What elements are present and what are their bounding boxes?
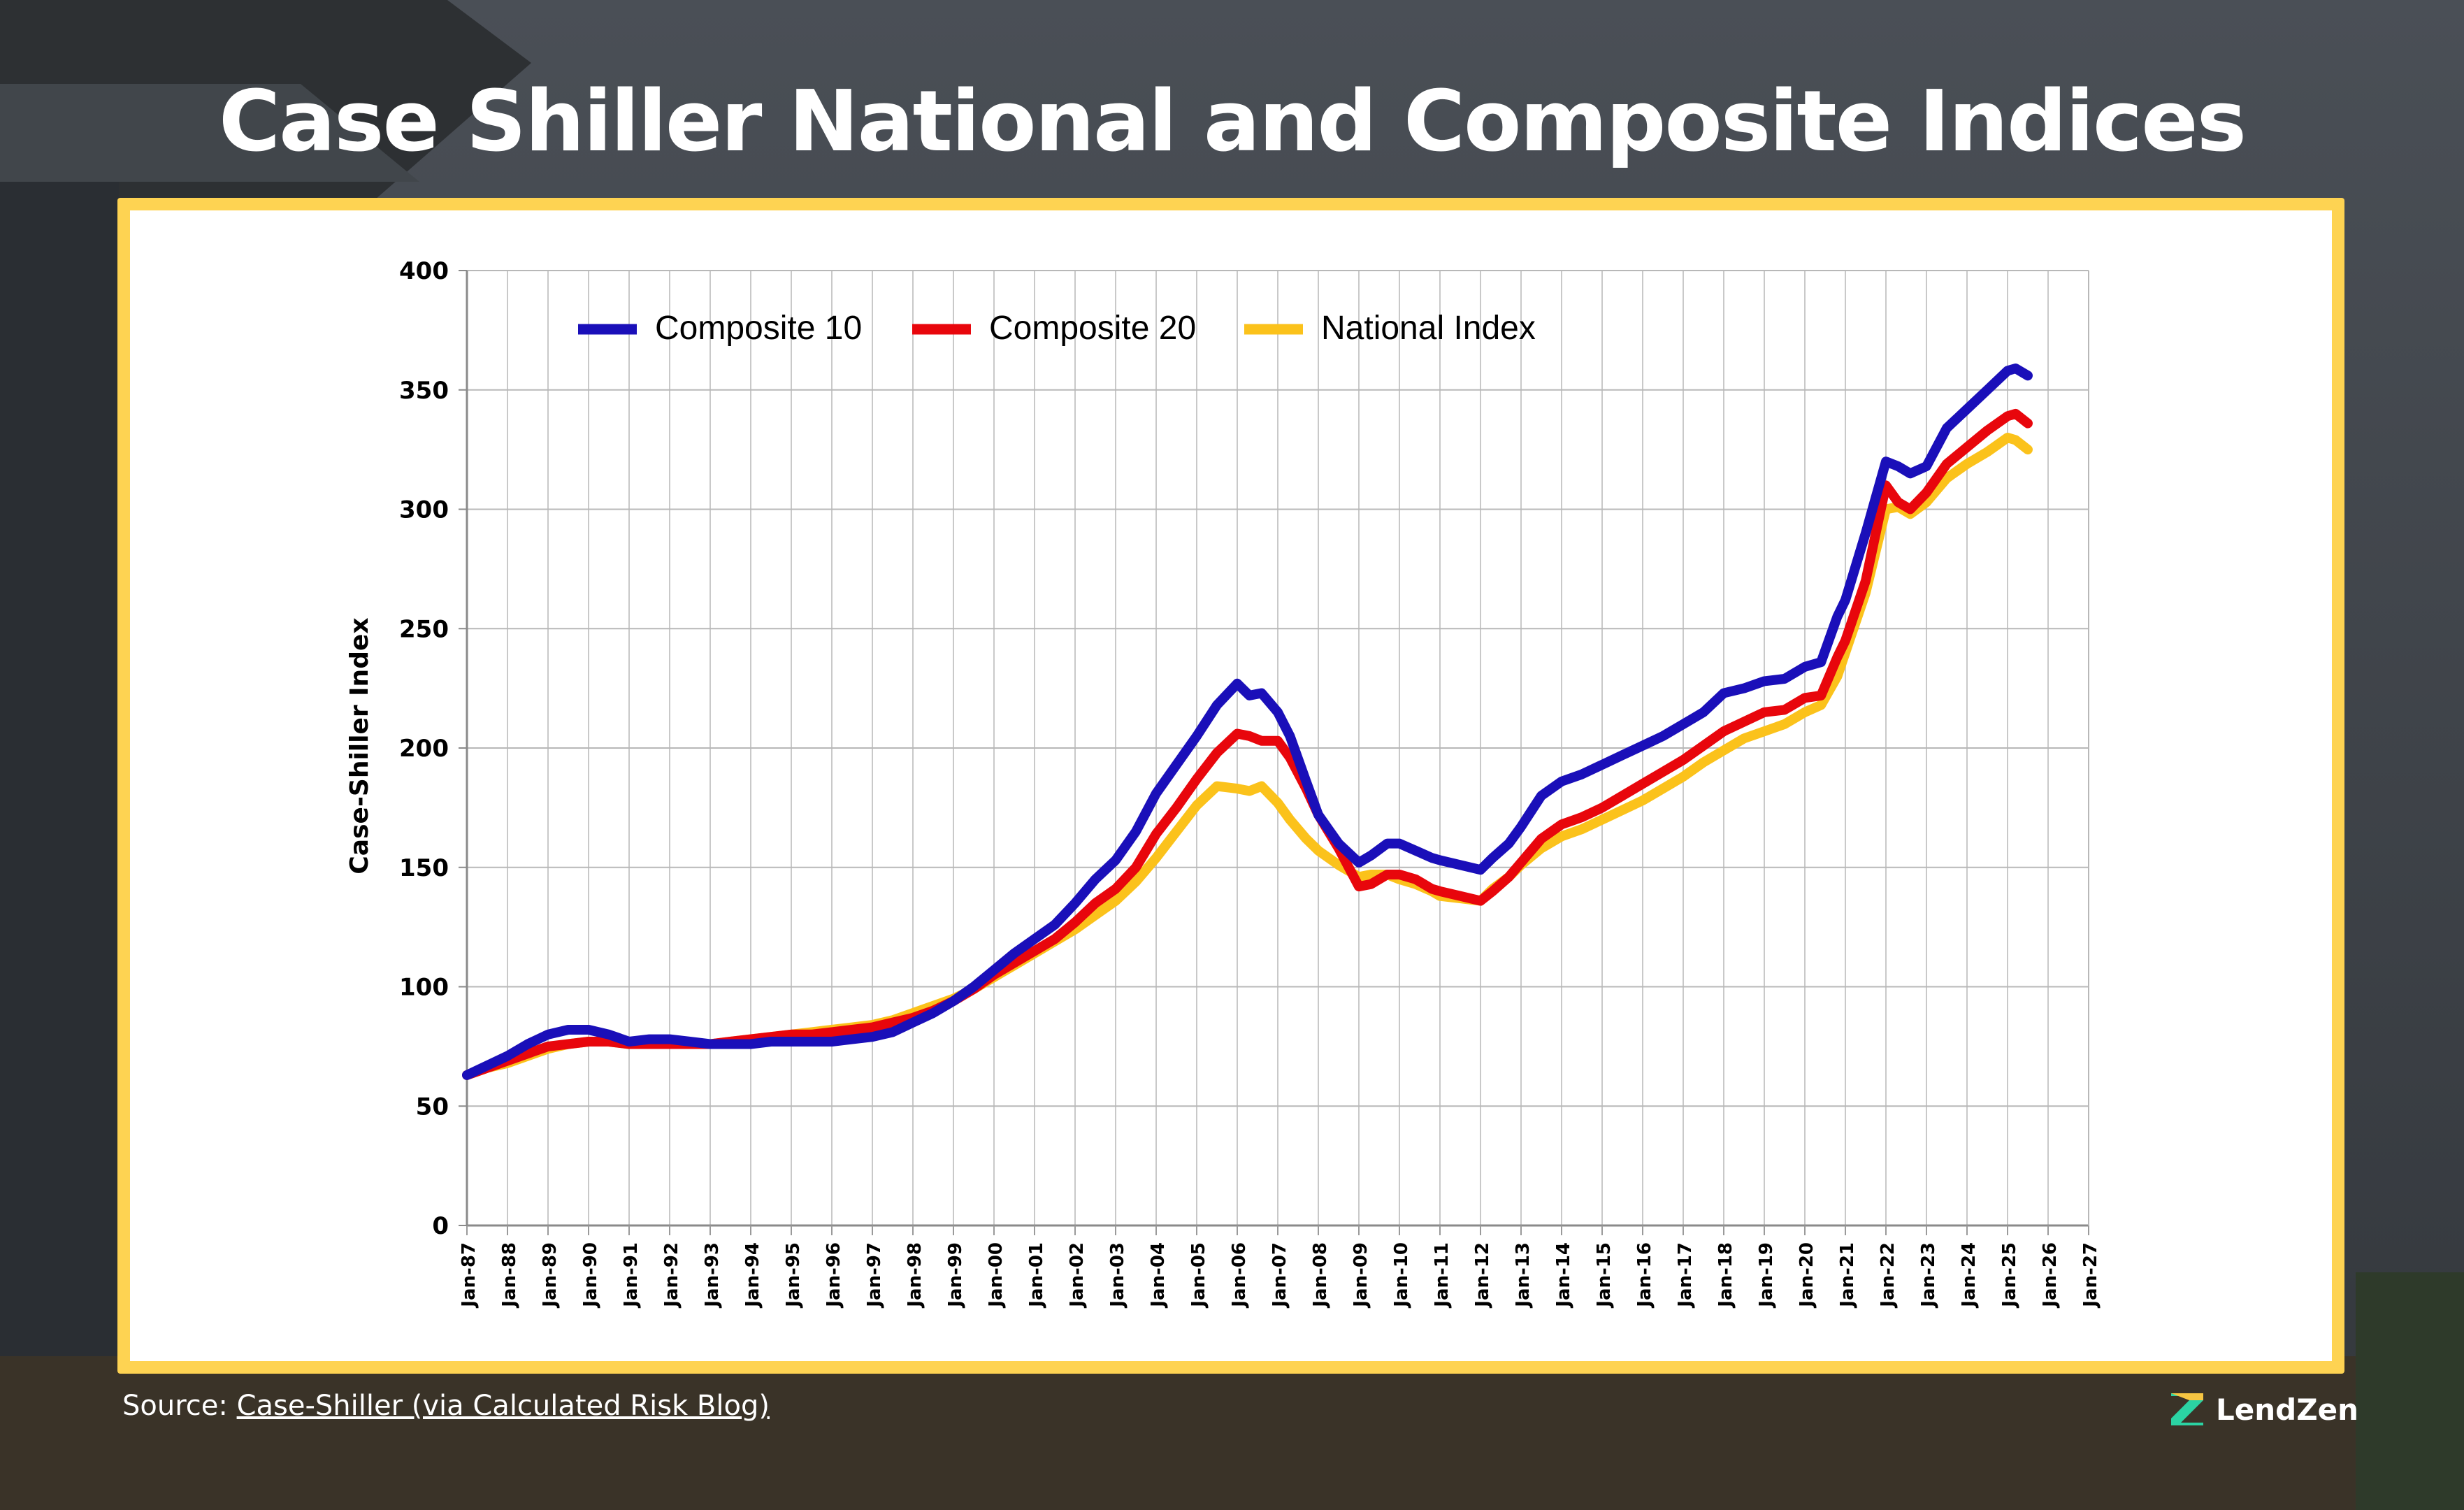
source-prefix: Source: (122, 1390, 237, 1422)
x-tick-label: Jan-21 (1837, 1242, 1858, 1309)
x-tick-label: Jan-06 (1229, 1242, 1250, 1309)
lendzen-logo-icon (2171, 1393, 2203, 1425)
x-tick-label: Jan-01 (1026, 1242, 1047, 1309)
x-tick-label: Jan-27 (2080, 1242, 2101, 1309)
y-tick-label: 0 (432, 1212, 449, 1240)
chart-panel: Jan-87 Jan-88 Jan-89 Jan-90 Jan-91 Jan-92 Jan-… (130, 210, 2332, 1361)
x-tick-label: Jan-16 (1634, 1242, 1655, 1309)
x-tick-label: Jan-95 (783, 1242, 804, 1309)
x-tick-label: Jan-92 (661, 1242, 682, 1309)
x-tick-label: Jan-14 (1553, 1242, 1574, 1309)
x-tick-label: Jan-89 (540, 1242, 561, 1309)
x-tick-label: Jan-08 (1310, 1242, 1331, 1309)
x-tick-label: Jan-98 (905, 1242, 925, 1309)
x-tick-label: Jan-24 (1959, 1242, 1980, 1309)
x-tick-label: Jan-25 (1999, 1242, 2020, 1309)
series-line-composite-10 (462, 364, 2033, 1080)
x-tick-label: Jan-91 (621, 1242, 642, 1309)
y-tick-label: 150 (399, 854, 449, 882)
x-tick-label: Jan-04 (1148, 1242, 1169, 1309)
chart-legend: Composite 10 Composite 20 National Index (578, 310, 1536, 347)
page-title: Case Shiller National and Composite Indi… (219, 73, 2247, 171)
y-tick-label: 400 (399, 257, 449, 285)
x-tick-label: Jan-20 (1796, 1242, 1817, 1309)
x-tick-label: Jan-22 (1878, 1242, 1899, 1309)
x-tick-label: Jan-10 (1391, 1242, 1412, 1309)
brand-name: LendZen (2216, 1392, 2359, 1427)
legend-label: Composite 10 (655, 310, 862, 347)
x-tick-label: Jan-93 (702, 1242, 723, 1309)
x-tick-label: Jan-26 (2040, 1242, 2061, 1309)
x-tick-label: Jan-07 (1269, 1242, 1290, 1309)
x-tick-label: Jan-09 (1350, 1242, 1371, 1309)
y-tick-label: 200 (399, 735, 449, 763)
y-tick-label: 350 (399, 377, 449, 405)
x-tick-label: Jan-94 (742, 1242, 763, 1309)
brand-logo: LendZen (2168, 1388, 2358, 1431)
series-line-composite-20 (462, 408, 2033, 1080)
legend-label: Composite 20 (989, 310, 1196, 347)
chart-series (462, 364, 2033, 1080)
x-tick-label: Jan-00 (986, 1242, 1007, 1309)
x-tick-label: Jan-96 (823, 1242, 844, 1309)
y-tick-label: 300 (399, 496, 449, 524)
x-tick-label: Jan-90 (580, 1242, 601, 1309)
x-tick-label: Jan-97 (864, 1242, 885, 1309)
line-chart: Jan-87 Jan-88 Jan-89 Jan-90 Jan-91 Jan-92 Jan-… (345, 257, 2101, 1309)
y-axis-label: Case-Shiller Index (345, 617, 374, 874)
x-tick-label: Jan-11 (1432, 1242, 1453, 1309)
x-tick-label: Jan-12 (1472, 1242, 1493, 1309)
y-tick-label: 100 (399, 974, 449, 1002)
x-tick-label: Jan-03 (1107, 1242, 1128, 1309)
x-tick-label: Jan-05 (1188, 1242, 1209, 1309)
source-note: Source: Case-Shiller (via Calculated Ris… (122, 1390, 770, 1422)
x-tick-label: Jan-99 (945, 1242, 966, 1309)
x-tick-label: Jan-87 (459, 1242, 480, 1309)
y-tick-label: 50 (416, 1093, 449, 1121)
y-tick-label: 250 (399, 615, 449, 643)
series-line-national-index (462, 433, 2033, 1080)
x-tick-label: Jan-15 (1594, 1242, 1615, 1309)
chart-axes: Jan-87 Jan-88 Jan-89 Jan-90 Jan-91 Jan-92 Jan-… (399, 257, 2101, 1309)
x-tick-label: Jan-17 (1675, 1242, 1696, 1309)
x-tick-label: Jan-23 (1918, 1242, 1939, 1309)
x-tick-label: Jan-88 (499, 1242, 520, 1309)
source-link[interactable]: Case-Shiller (via Calculated Risk Blog) (236, 1390, 770, 1422)
x-tick-label: Jan-02 (1067, 1242, 1088, 1309)
legend-label: National Index (1321, 310, 1536, 347)
x-tick-label: Jan-13 (1513, 1242, 1534, 1309)
x-tick-label: Jan-19 (1756, 1242, 1777, 1309)
x-tick-label: Jan-18 (1715, 1242, 1736, 1309)
